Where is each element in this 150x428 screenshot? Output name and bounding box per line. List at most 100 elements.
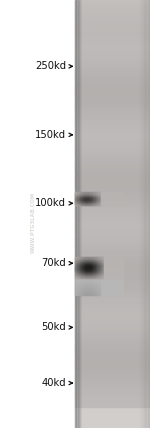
- Bar: [101, 200, 102, 201]
- Bar: [86, 278, 87, 280]
- Bar: [80, 198, 81, 199]
- Bar: [97, 259, 98, 260]
- Bar: [111, 272, 112, 273]
- Bar: [101, 265, 102, 266]
- Bar: [113, 270, 114, 272]
- Bar: [92, 200, 93, 201]
- Bar: [82, 283, 83, 285]
- Bar: [105, 197, 106, 198]
- Bar: [104, 194, 105, 195]
- Bar: [104, 267, 105, 269]
- Bar: [116, 270, 117, 272]
- Bar: [75, 193, 76, 194]
- Bar: [89, 282, 90, 283]
- Bar: [89, 265, 90, 266]
- Bar: [93, 262, 94, 263]
- Bar: [80, 272, 81, 273]
- Bar: [119, 268, 120, 270]
- Bar: [80, 262, 81, 263]
- Bar: [93, 260, 94, 261]
- Bar: [120, 199, 121, 200]
- Bar: [107, 257, 108, 258]
- Bar: [80, 294, 81, 295]
- Bar: [108, 196, 109, 197]
- Bar: [75, 177, 150, 180]
- Bar: [97, 287, 98, 288]
- Bar: [88, 194, 89, 195]
- Bar: [82, 267, 83, 269]
- Bar: [81, 202, 82, 203]
- Bar: [121, 270, 122, 271]
- Bar: [117, 266, 118, 268]
- Bar: [75, 0, 150, 2]
- Bar: [115, 201, 116, 202]
- Bar: [75, 363, 150, 366]
- Bar: [121, 259, 122, 260]
- Bar: [75, 286, 150, 289]
- Bar: [105, 280, 106, 282]
- Bar: [83, 257, 84, 258]
- Bar: [82, 282, 83, 283]
- Bar: [103, 290, 104, 292]
- Bar: [110, 270, 111, 271]
- Bar: [95, 267, 96, 269]
- Bar: [109, 270, 110, 272]
- Bar: [120, 203, 121, 204]
- Bar: [99, 197, 100, 198]
- Bar: [107, 267, 108, 269]
- Bar: [77, 199, 78, 200]
- Bar: [82, 274, 83, 275]
- Bar: [85, 283, 86, 285]
- Bar: [102, 270, 103, 271]
- Bar: [121, 264, 122, 265]
- Bar: [113, 199, 114, 200]
- Bar: [105, 287, 106, 288]
- Bar: [119, 201, 120, 202]
- Bar: [87, 270, 88, 271]
- Bar: [76, 199, 77, 200]
- Bar: [88, 270, 89, 271]
- Bar: [81, 287, 82, 288]
- Bar: [111, 199, 112, 200]
- Bar: [111, 283, 112, 285]
- Bar: [92, 283, 93, 285]
- Bar: [94, 197, 95, 198]
- Bar: [97, 276, 98, 277]
- Bar: [121, 282, 122, 283]
- Bar: [76, 197, 77, 198]
- Bar: [109, 199, 110, 200]
- Bar: [105, 261, 106, 262]
- Bar: [77, 262, 78, 263]
- Bar: [105, 272, 106, 273]
- Bar: [110, 261, 111, 262]
- Bar: [100, 272, 101, 273]
- Bar: [99, 199, 100, 200]
- Bar: [98, 200, 99, 201]
- Bar: [117, 204, 118, 205]
- Bar: [111, 204, 112, 205]
- Bar: [75, 261, 76, 262]
- Bar: [94, 283, 95, 285]
- Bar: [105, 270, 106, 271]
- Bar: [95, 198, 96, 199]
- Bar: [117, 280, 118, 282]
- Bar: [93, 270, 94, 272]
- Bar: [105, 274, 106, 275]
- Bar: [110, 203, 111, 204]
- Bar: [90, 287, 91, 288]
- Bar: [75, 264, 76, 265]
- Bar: [115, 282, 116, 283]
- Bar: [89, 204, 90, 205]
- Bar: [105, 273, 106, 274]
- Bar: [107, 278, 108, 280]
- Bar: [99, 274, 100, 275]
- Bar: [79, 285, 80, 287]
- Bar: [104, 264, 105, 265]
- Bar: [101, 202, 102, 203]
- Bar: [76, 285, 77, 287]
- Bar: [117, 282, 118, 283]
- Bar: [112, 195, 113, 196]
- Bar: [78, 273, 79, 274]
- Bar: [110, 268, 111, 270]
- Bar: [104, 278, 105, 280]
